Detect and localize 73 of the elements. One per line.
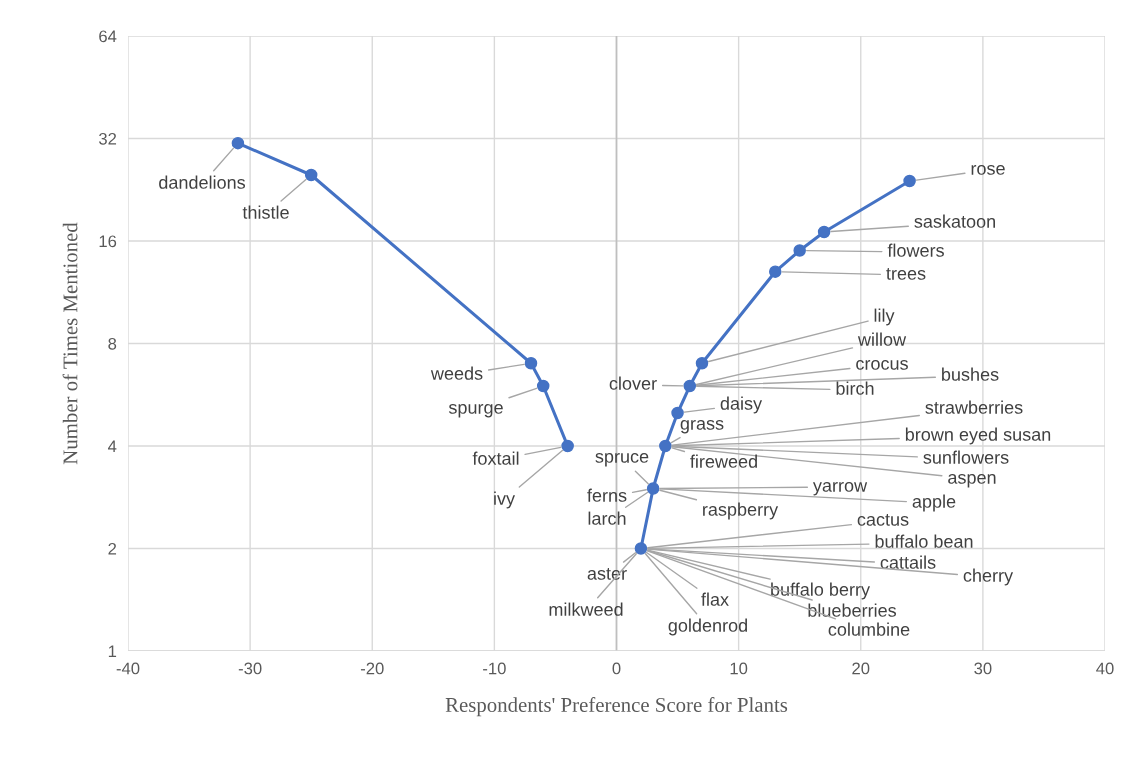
annotation: lily (874, 308, 895, 326)
point (659, 439, 672, 453)
point (793, 244, 806, 257)
y-tick-label: 4 (108, 440, 117, 453)
annotation: rose (971, 164, 1005, 175)
annotation: apple (912, 494, 956, 512)
point (817, 225, 831, 239)
annotation: cherry (963, 568, 1014, 586)
annotation: bushes (942, 367, 999, 381)
x-tick-label: 20 (852, 662, 870, 675)
annotation: strawberries (925, 400, 1023, 414)
annotation: thistle (242, 205, 289, 219)
annotation: yarrow (812, 481, 868, 496)
annotation: cactus (857, 514, 909, 526)
x-tick-label: -40 (116, 662, 140, 675)
point (695, 356, 709, 370)
x-tick-label: -10 (483, 662, 506, 675)
annotation: blueberries (808, 603, 897, 617)
annotation: cattails (880, 555, 936, 569)
annotation: trees (886, 268, 926, 280)
annotation: spruce (595, 452, 649, 467)
annotation: ferns (587, 488, 627, 502)
annotation: aspen (948, 473, 996, 488)
point (524, 356, 538, 370)
annotation: dandelions (159, 175, 246, 189)
point (683, 379, 697, 393)
y-tick-label: 2 (108, 542, 117, 555)
annotation: daisy (720, 396, 763, 414)
annotation: foxtail (472, 451, 519, 465)
annotation: buffalo bean (875, 534, 973, 548)
annotation: fireweed (690, 454, 757, 468)
point (536, 379, 550, 393)
annotation: grass (680, 419, 724, 434)
point (646, 482, 660, 495)
x-tick-label: 30 (974, 662, 992, 675)
annotation: birch (836, 381, 874, 395)
x-tick-label: -20 (360, 662, 384, 675)
annotation: flowers (887, 243, 944, 257)
annotation: willow (857, 332, 907, 346)
x-tick-label: 40 (1096, 662, 1114, 675)
point (561, 439, 574, 453)
annotation: aster (587, 568, 627, 580)
annotation: sunflowers (923, 450, 1009, 464)
annotation: spurge (448, 403, 503, 418)
annotation: brown eyed susan (905, 427, 1051, 445)
annotation: clover (609, 376, 657, 390)
y-tick-label: 1 (108, 645, 117, 658)
annotation: larch (588, 511, 626, 525)
point (231, 136, 245, 150)
y-tick-label: 16 (99, 235, 117, 248)
y-tick-label: 8 (108, 337, 117, 350)
annotation: milkweed (549, 602, 623, 616)
point (634, 542, 648, 555)
point (903, 174, 916, 188)
x-tick-label: 0 (612, 662, 621, 675)
annotation: ivy (494, 491, 515, 509)
point (671, 406, 684, 420)
x-tick-label: -30 (238, 662, 262, 675)
point (769, 265, 782, 278)
annotation: weeds (430, 366, 483, 380)
y-tick-label: 32 (98, 132, 117, 145)
x-axis-title: Respondents' Preference Score for Plants (445, 697, 788, 717)
annotation: columbine (828, 622, 910, 636)
point (304, 168, 318, 182)
y-tick-label: 64 (99, 30, 117, 43)
annotation: raspberry (703, 502, 779, 520)
annotation: saskatoon (914, 214, 995, 228)
annotation: flax (701, 592, 729, 606)
annotation: crocus (856, 359, 908, 370)
x-tick-label: 10 (730, 662, 748, 675)
annotation: buffalo berry (771, 582, 870, 600)
y-axis-title: Number of Times Mentioned (62, 222, 78, 465)
annotation: goldenrod (668, 618, 747, 636)
